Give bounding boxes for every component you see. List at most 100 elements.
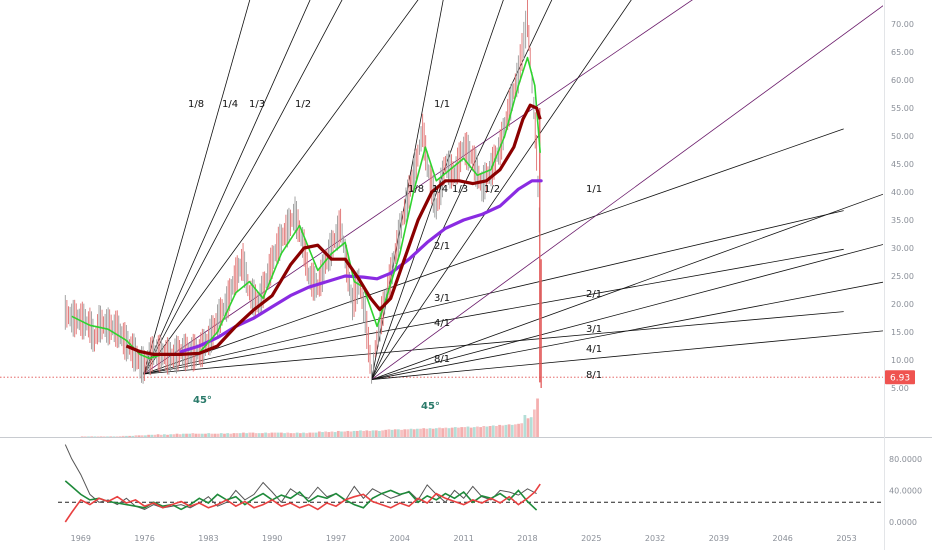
volume-bar	[137, 435, 141, 437]
gann-fan-line	[371, 193, 883, 380]
oscillator-line	[64, 444, 537, 510]
volume-bar	[308, 432, 312, 437]
x-tick-label: 2032	[645, 534, 665, 543]
x-tick-label: 2018	[517, 534, 537, 543]
volume-bar	[270, 432, 274, 437]
volume-bar	[254, 433, 258, 437]
fan-label: 1/8	[188, 99, 204, 110]
volume-bar	[248, 432, 252, 437]
volume-bar	[371, 430, 375, 437]
volume-bar	[327, 432, 331, 437]
fan-label: 8/1	[586, 370, 602, 381]
volume-bar	[232, 433, 236, 437]
volume-bar	[181, 433, 185, 437]
volume-bar	[463, 427, 467, 437]
y-tick-label: 20.00	[891, 300, 914, 309]
volume-bar	[476, 426, 479, 437]
y-tick-label: 30.00	[891, 244, 914, 253]
volume-bar	[99, 436, 103, 437]
volume-bar	[482, 426, 486, 437]
fan-label: 3/1	[586, 324, 602, 335]
volume-bar	[422, 428, 426, 437]
volume-bar	[292, 433, 296, 437]
fan-label: 1/2	[484, 184, 500, 195]
gann-fan-line	[143, 311, 844, 375]
volume-bar	[431, 428, 435, 437]
volume-bar	[390, 429, 394, 437]
volume-bar	[352, 430, 356, 437]
volume-bar	[504, 424, 508, 437]
volume-bar	[447, 428, 451, 437]
volume-bar	[289, 433, 293, 437]
fan-label: 2/1	[434, 241, 450, 252]
volume-bar	[343, 431, 347, 437]
volume-bar	[188, 433, 192, 437]
fan-label: 1/4	[432, 184, 448, 195]
volume-bar	[330, 431, 334, 437]
gann-fan-line	[371, 330, 883, 380]
volume-bar	[264, 432, 267, 437]
volume-bar	[219, 433, 223, 437]
gann-fan-line	[143, 0, 311, 375]
y-tick-label: 35.00	[891, 216, 914, 225]
volume-bar	[523, 415, 527, 437]
volume-bar	[324, 431, 328, 437]
volume-bar	[175, 433, 179, 437]
y-tick-label: 45.00	[891, 160, 914, 169]
volume-bar	[393, 429, 397, 437]
volume-bar	[257, 433, 261, 437]
volume-bar	[419, 428, 422, 437]
volume-bar	[169, 434, 173, 437]
volume-bar	[144, 435, 147, 437]
volume-bar	[140, 435, 144, 437]
volume-bar	[83, 436, 87, 437]
volume-bar	[409, 428, 413, 437]
gann-fan-line	[371, 0, 504, 380]
volume-bar	[529, 417, 533, 437]
volume-bar	[491, 425, 495, 437]
volume-bar	[510, 424, 514, 437]
fan-label: 1/1	[434, 99, 450, 110]
y-tick-label: 25.00	[891, 272, 914, 281]
volume-bar	[295, 432, 299, 437]
volume-bar	[381, 430, 384, 437]
volume-bar	[501, 425, 505, 437]
volume-bar	[115, 436, 119, 437]
volume-bar	[302, 432, 305, 437]
volume-bar	[466, 426, 470, 437]
volume-bar	[131, 435, 135, 437]
volume-bar	[311, 432, 315, 437]
volume-bar	[526, 418, 530, 437]
fan-label: 1/8	[408, 184, 424, 195]
volume-bar	[200, 433, 204, 437]
volume-bar	[305, 433, 309, 437]
volume-bar	[118, 436, 122, 437]
volume-bar	[210, 433, 214, 437]
volume-bar	[251, 432, 255, 437]
volume-bar	[469, 427, 473, 437]
last-price-label: 6.93	[890, 374, 910, 384]
volume-bar	[444, 427, 448, 437]
main-pane	[0, 0, 883, 437]
volume-bar	[340, 431, 343, 437]
volume-bar	[434, 428, 438, 437]
volume-bar	[460, 427, 464, 437]
y-tick-label: 55.00	[891, 104, 914, 113]
volume-bar	[333, 432, 337, 437]
volume-bar	[159, 434, 163, 437]
gann-fan-line	[371, 0, 553, 380]
angle-label: 45°	[421, 401, 440, 412]
volume-bar	[87, 436, 90, 437]
y-tick-label: 65.00	[891, 48, 914, 57]
volume-bar	[238, 433, 242, 437]
y-tick-label: 50.00	[891, 132, 914, 141]
gann-fan-line	[371, 281, 883, 380]
volume-bar	[441, 428, 445, 437]
fan-label: 8/1	[434, 354, 450, 365]
fan-label: 1/2	[295, 99, 311, 110]
volume-bar	[197, 433, 201, 437]
volume-bar	[213, 433, 217, 437]
last-price-badge	[885, 370, 915, 385]
volume-bar	[147, 434, 150, 437]
volume-bar	[223, 433, 226, 437]
